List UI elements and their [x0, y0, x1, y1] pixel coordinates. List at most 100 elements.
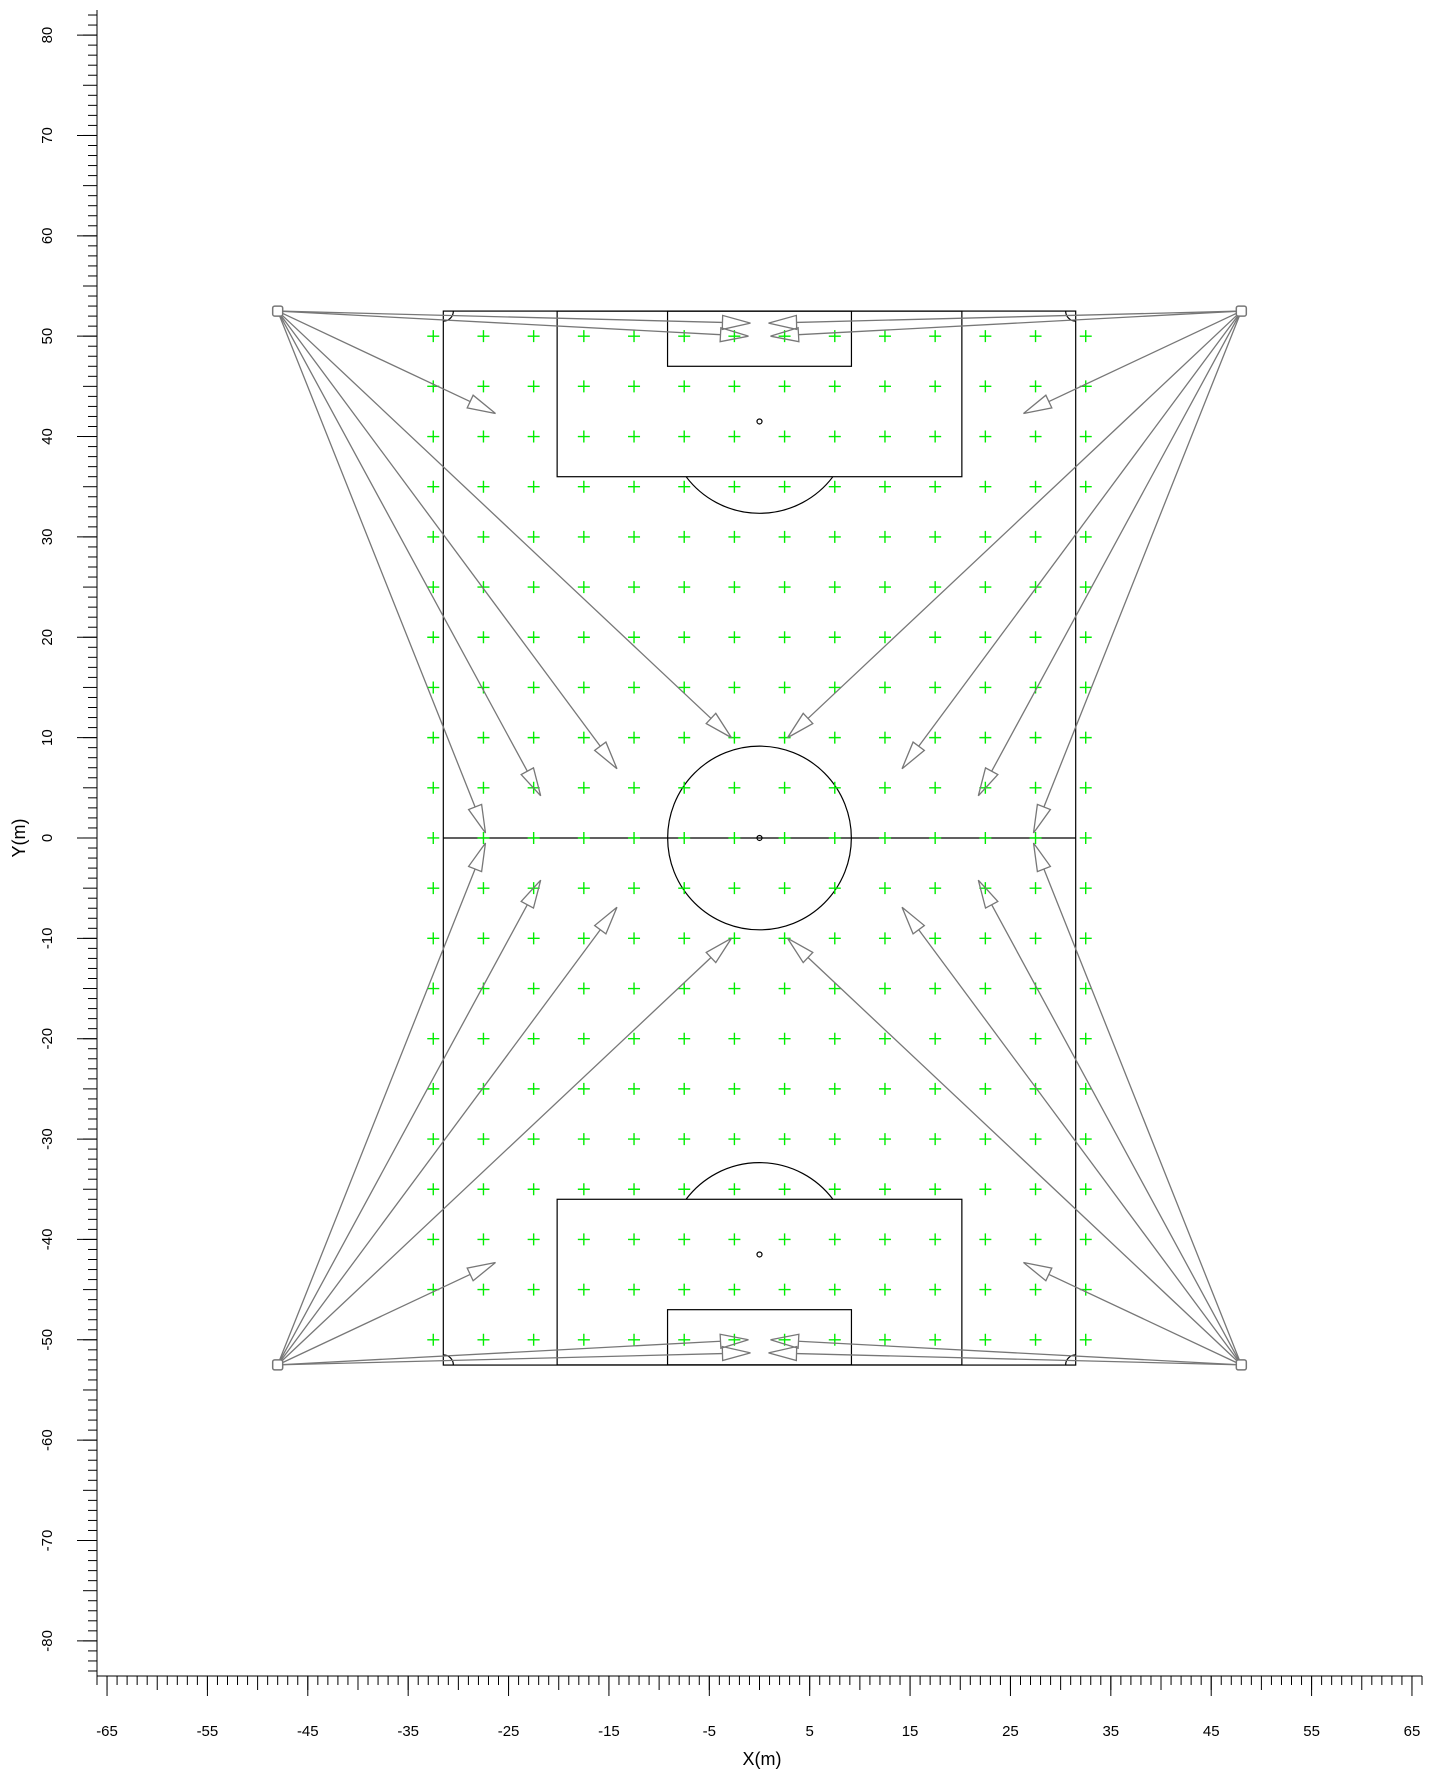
y-tick-label: -70	[39, 1530, 56, 1552]
grid-point	[527, 1333, 540, 1346]
grid-point	[628, 781, 641, 794]
penalty-area	[556, 1198, 963, 1366]
grid-point	[527, 631, 540, 644]
grid-point	[628, 932, 641, 945]
grid-point	[1079, 731, 1092, 744]
grid-point	[628, 380, 641, 393]
grid-point	[878, 831, 891, 844]
grid-point	[577, 1233, 590, 1246]
grid-point	[477, 380, 490, 393]
grid-point	[929, 932, 942, 945]
x-tick-label: 5	[806, 1723, 814, 1740]
grid-point	[477, 480, 490, 493]
x-tick-label: 35	[1102, 1723, 1119, 1740]
grid-point	[527, 1233, 540, 1246]
grid-point	[778, 1032, 791, 1045]
grid-point	[678, 1233, 691, 1246]
grid-point	[678, 982, 691, 995]
y-tick-label: -50	[39, 1329, 56, 1351]
aim-arrowhead	[1032, 842, 1052, 873]
grid-point	[878, 1133, 891, 1146]
grid-point	[778, 581, 791, 594]
aim-line	[277, 904, 528, 1366]
grid-point	[1079, 330, 1092, 343]
grid-point	[628, 1082, 641, 1095]
grid-point	[828, 1082, 841, 1095]
grid-point	[1029, 1183, 1042, 1196]
pole	[271, 1359, 284, 1371]
grid-point	[778, 480, 791, 493]
grid-point	[929, 831, 942, 844]
y-tick-label: 20	[39, 629, 56, 646]
grid-point	[828, 1233, 841, 1246]
grid-point	[929, 1283, 942, 1296]
grid-point	[1029, 882, 1042, 895]
grid-point	[878, 982, 891, 995]
aim-line	[1048, 1273, 1242, 1366]
grid-point	[878, 882, 891, 895]
grid-point	[577, 1133, 590, 1146]
grid-point	[678, 831, 691, 844]
grid-point	[979, 581, 992, 594]
grid-point	[778, 530, 791, 543]
aim-line	[277, 1273, 471, 1366]
grid-point	[1029, 1032, 1042, 1045]
aim-arrowhead	[593, 906, 618, 935]
grid-point	[1079, 1133, 1092, 1146]
grid-point	[628, 631, 641, 644]
aim-line	[277, 929, 601, 1366]
grid-point	[929, 1233, 942, 1246]
grid-point	[728, 530, 741, 543]
grid-point	[878, 581, 891, 594]
grid-point	[1029, 631, 1042, 644]
grid-point	[527, 831, 540, 844]
y-tick-label: 80	[39, 27, 56, 44]
aim-line	[796, 1352, 1242, 1366]
y-tick-label: -40	[39, 1229, 56, 1251]
grid-point	[778, 1183, 791, 1196]
grid-point	[477, 1082, 490, 1095]
grid-point	[728, 430, 741, 443]
grid-point	[979, 530, 992, 543]
pole	[271, 305, 284, 317]
grid-point	[828, 380, 841, 393]
grid-point	[878, 1183, 891, 1196]
y-tick-label: -20	[39, 1028, 56, 1050]
aim-arrowhead	[719, 1333, 749, 1350]
grid-point	[427, 982, 440, 995]
corner-arc	[1065, 311, 1076, 322]
grid-point	[427, 932, 440, 945]
grid-point	[728, 480, 741, 493]
aim-arrowhead	[770, 326, 800, 343]
grid-point	[878, 1283, 891, 1296]
grid-point	[427, 781, 440, 794]
grid-point	[628, 1283, 641, 1296]
x-tick-label: -45	[297, 1723, 319, 1740]
grid-point	[929, 430, 942, 443]
penalty-area	[556, 310, 963, 478]
grid-point	[728, 882, 741, 895]
grid-point	[979, 731, 992, 744]
grid-point	[678, 631, 691, 644]
y-tick-label: 70	[39, 127, 56, 144]
grid-point	[778, 380, 791, 393]
grid-point	[728, 1082, 741, 1095]
grid-point	[1079, 882, 1092, 895]
grid-point	[828, 631, 841, 644]
grid-point	[1029, 380, 1042, 393]
x-tick-label: -5	[703, 1723, 716, 1740]
grid-point	[678, 1032, 691, 1045]
grid-point	[427, 1333, 440, 1346]
grid-point	[878, 330, 891, 343]
grid-point	[527, 982, 540, 995]
grid-point	[678, 1133, 691, 1146]
grid-point	[427, 1183, 440, 1196]
grid-point	[477, 1133, 490, 1146]
grid-point	[1029, 831, 1042, 844]
grid-point	[828, 581, 841, 594]
grid-point	[477, 831, 490, 844]
grid-point	[979, 1233, 992, 1246]
grid-point	[878, 380, 891, 393]
y-tick-label: -30	[39, 1128, 56, 1150]
grid-point	[427, 731, 440, 744]
